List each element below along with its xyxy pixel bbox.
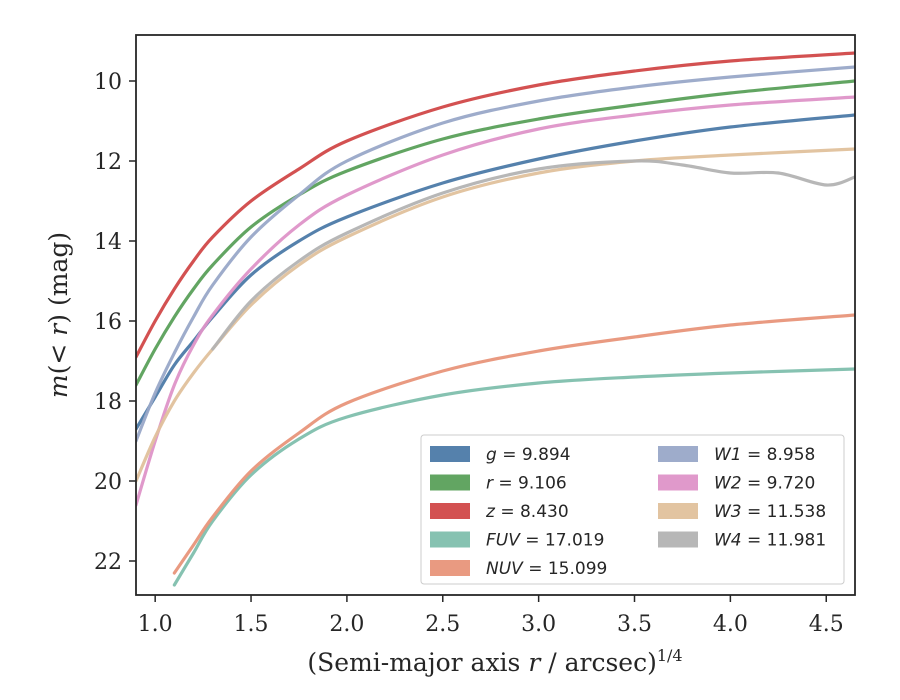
series-line-4 — [172, 313, 855, 575]
legend-label-5: W1 = 8.958 — [714, 445, 815, 465]
x-tick-label-0: 1.0 — [138, 612, 173, 637]
series-line-3 — [172, 367, 855, 587]
legend-swatch-5 — [658, 446, 698, 462]
x-tick-label-7: 4.5 — [809, 612, 844, 637]
x-axis-title: (Semi-major axis r / arcsec)1/4 — [307, 646, 682, 677]
series-line-8 — [211, 159, 855, 351]
y-tick-label-1: 12 — [94, 150, 122, 175]
series-line-1 — [136, 79, 855, 387]
series-line-7 — [136, 147, 855, 483]
legend-swatch-3 — [430, 531, 470, 548]
x-tick-label-4: 3.0 — [521, 612, 556, 637]
y-tick-label-2: 14 — [94, 230, 122, 255]
legend: g = 9.894 r = 9.106 z = 8.430 FUV = 17.019 N… — [420, 434, 845, 585]
y-tick-label-3: 16 — [94, 310, 122, 335]
y-tick-label-5: 20 — [94, 470, 122, 495]
x-tick-label-5: 3.5 — [617, 612, 652, 637]
legend-swatch-7 — [658, 503, 698, 519]
legend-swatch-8 — [658, 531, 698, 548]
y-tick-label-6: 22 — [94, 550, 122, 575]
legend-label-2: z = 8.430 — [485, 502, 569, 522]
legend-label-8: W4 = 11.981 — [714, 531, 826, 551]
legend-swatch-4 — [430, 560, 470, 576]
axes-frame — [135, 34, 856, 596]
legend-label-6: W2 = 9.720 — [714, 474, 815, 494]
ticks-layer: 1.0 1.5 2.0 2.5 3.0 3.5 4.0 4.5 10 12 14 16 18 20 22 — [94, 70, 844, 637]
series-line-6 — [136, 95, 855, 507]
legend-label-0: g = 9.894 — [486, 445, 571, 465]
legend-swatch-1 — [430, 474, 470, 491]
legend-frame — [420, 434, 845, 585]
legend-swatch-0 — [430, 446, 470, 462]
y-tick-label-0: 10 — [94, 70, 122, 95]
legend-swatch-2 — [430, 503, 470, 519]
legend-label-1: r = 9.106 — [486, 474, 567, 494]
x-tick-label-2: 2.0 — [329, 612, 364, 637]
series-line-0 — [136, 113, 855, 431]
x-tick-label-1: 1.5 — [234, 612, 269, 637]
y-tick-label-4: 18 — [94, 390, 122, 415]
x-tick-label-3: 2.5 — [425, 612, 460, 637]
legend-label-3: FUV = 17.019 — [486, 531, 604, 551]
legend-swatch-6 — [658, 474, 698, 491]
series-line-5 — [136, 65, 855, 443]
x-tick-label-6: 4.0 — [713, 612, 748, 637]
y-axis-title: m(< r) (mag) — [44, 232, 73, 398]
series-line-2 — [136, 51, 855, 359]
legend-label-7: W3 = 11.538 — [714, 502, 826, 522]
legend-label-4: NUV = 15.099 — [486, 559, 607, 579]
series-layer — [136, 51, 855, 587]
